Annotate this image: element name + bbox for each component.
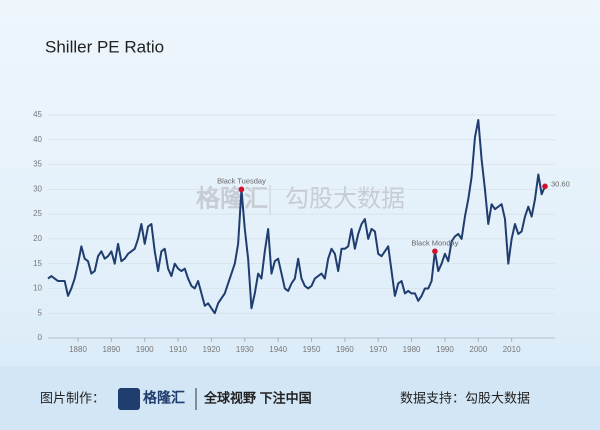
x-tick-label: 1920 [203, 345, 221, 354]
series-line [47, 118, 546, 315]
x-tick-label: 1980 [403, 345, 421, 354]
annotation-marker [238, 186, 245, 193]
x-tick-label: 2010 [503, 345, 521, 354]
x-tick-label: 1890 [102, 345, 120, 354]
y-tick-label: 35 [33, 160, 42, 169]
watermark-source: 勾股大数据 [285, 185, 405, 212]
x-tick-label: 2000 [469, 345, 487, 354]
footer-logo-icon [118, 388, 140, 410]
x-tick-label: 1940 [269, 345, 287, 354]
y-tick-label: 5 [38, 308, 43, 317]
chart-title: Shiller PE Ratio [45, 37, 164, 56]
annotation-marker [432, 248, 438, 255]
y-tick-label: 30 [33, 184, 42, 193]
y-tick-label: 15 [33, 259, 42, 268]
x-tick-label: 1960 [336, 345, 354, 354]
x-tick-label: 1900 [136, 345, 154, 354]
y-tick-label: 20 [33, 234, 42, 243]
y-tick-label: 45 [33, 110, 42, 119]
footer-source: 数据支持：勾股大数据 [400, 390, 530, 405]
y-tick-label: 0 [38, 333, 43, 342]
x-tick-label: 1970 [369, 345, 387, 354]
footer-logo: 格隆汇 [143, 390, 185, 406]
watermark-logo: 格隆汇 [196, 184, 268, 212]
annotation-label: Black Tuesday [217, 176, 266, 185]
footer-slogan: 全球视野 下注中国 [203, 390, 312, 405]
y-tick-label: 40 [33, 135, 42, 144]
footer-made-by: 图片制作： [40, 390, 105, 405]
y-tick-label: 10 [33, 284, 42, 293]
x-tick-label: 1910 [169, 345, 187, 354]
footer-band [0, 366, 600, 430]
annotation-marker [542, 183, 548, 190]
annotation-label: 30.60 [551, 179, 570, 188]
y-tick-label: 25 [33, 209, 42, 218]
x-tick-label: 1990 [436, 345, 454, 354]
x-tick-label: 1950 [303, 345, 321, 354]
annotation-label: Black Monday [411, 238, 458, 247]
x-tick-label: 1880 [69, 345, 87, 354]
x-tick-label: 1930 [236, 345, 254, 354]
